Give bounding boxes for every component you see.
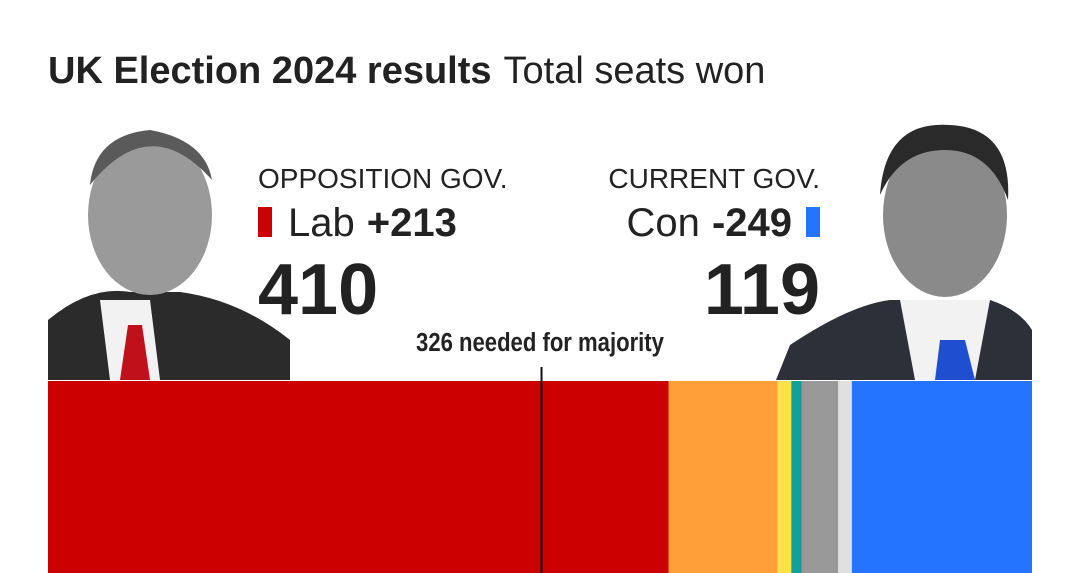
change: +213	[367, 201, 457, 245]
right-party: Con -249	[627, 201, 792, 245]
right-total: 119	[704, 250, 820, 330]
left-total: 410	[258, 250, 378, 330]
legend-swatch	[258, 207, 272, 237]
right-role: CURRENT GOV.	[608, 163, 820, 194]
bar-segment	[838, 381, 852, 573]
party: Lab	[288, 201, 355, 245]
left-role: OPPOSITION GOV.	[258, 163, 507, 194]
bar-segment	[801, 381, 839, 573]
bar-segment	[777, 381, 792, 573]
title: UK Election 2024 results	[48, 50, 492, 92]
legend-swatch	[806, 207, 820, 237]
portrait-right	[776, 124, 1032, 380]
bar-segment	[791, 381, 802, 573]
chart-title: UK Election 2024 results Total seats won	[48, 50, 765, 92]
majority-label: 326 needed for majority	[416, 328, 664, 357]
change: -249	[712, 201, 792, 245]
bar-segment	[668, 381, 778, 573]
bar-segment	[851, 381, 1032, 573]
portrait-left	[48, 130, 290, 380]
party: Con	[627, 201, 700, 245]
subtitle: Total seats won	[504, 50, 766, 92]
bar-segment	[48, 381, 669, 573]
left-party: Lab +213	[288, 201, 457, 245]
